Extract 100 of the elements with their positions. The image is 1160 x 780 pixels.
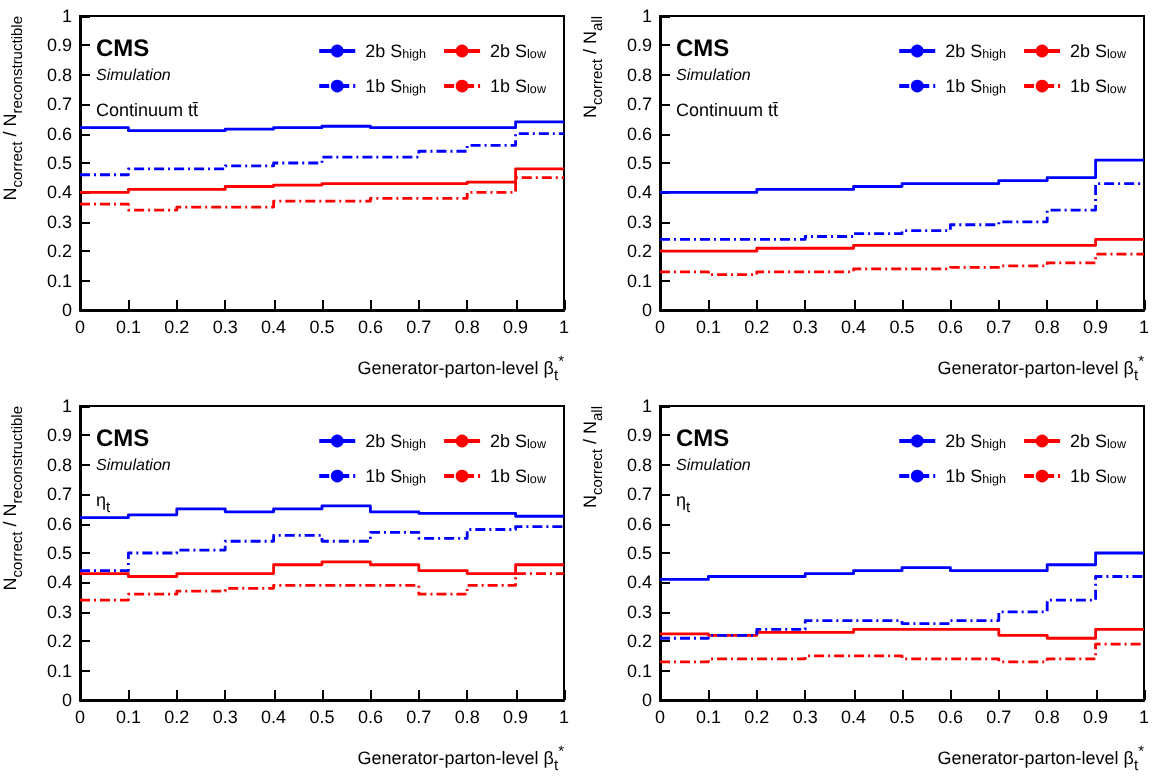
y-tick-label: 0 (641, 300, 652, 320)
x-tick-label: 0.8 (454, 707, 480, 727)
x-tick-label: 0.2 (744, 317, 770, 337)
annotation: Continuum tt̄ (676, 100, 779, 122)
x-tick-label: 1 (1138, 317, 1150, 337)
y-tick-label: 0.9 (46, 35, 72, 56)
y-tick-label: 0.6 (46, 513, 72, 534)
y-tick-label: 0.4 (46, 182, 72, 203)
y-tick-label: 0 (61, 300, 72, 320)
y-tick-label: 0.7 (46, 484, 72, 505)
annotation: CMS (676, 34, 730, 63)
y-tick-label: 0.5 (46, 543, 72, 563)
y-tick-label: 0.3 (626, 211, 652, 232)
y-tick-label: 1 (61, 6, 72, 26)
y-tick-label: 0.8 (626, 454, 652, 475)
x-tick-label: 0.7 (986, 707, 1012, 727)
y-tick-label: 0.9 (626, 425, 652, 446)
y-tick-label: 0.6 (626, 513, 652, 534)
x-tick-label: 0.6 (937, 707, 963, 727)
annotation: Continuum tt̄ (96, 100, 199, 122)
x-tick-label: 0.5 (889, 317, 915, 337)
y-tick-label: 0.3 (626, 601, 652, 622)
x-tick-label: 0.7 (406, 317, 432, 337)
y-tick-label: 0.6 (626, 123, 652, 144)
annotation: CMS (96, 34, 150, 63)
x-tick-label: 1 (558, 707, 570, 727)
x-tick-label: 0 (74, 707, 86, 727)
annotation: Simulation (676, 456, 751, 476)
y-tick-label: 0.7 (626, 94, 652, 115)
x-tick-label: 0.8 (454, 317, 480, 337)
annotation: η$_{t}$ (96, 490, 111, 517)
y-tick-label: 0 (641, 690, 652, 710)
y-tick-label: 0.4 (46, 572, 72, 593)
y-tick-label: 0.1 (46, 660, 72, 681)
y-tick-label: 0.2 (626, 241, 652, 262)
x-tick-label: 0.3 (212, 317, 238, 337)
x-tick-label: 0.2 (164, 707, 190, 727)
y-tick-label: 0.7 (626, 484, 652, 505)
y-tick-label: 0.4 (626, 182, 652, 203)
x-tick-label: 0.7 (406, 707, 432, 727)
y-tick-label: 0.8 (46, 64, 72, 85)
y-tick-label: 1 (641, 396, 652, 416)
x-tick-label: 0.4 (261, 317, 287, 337)
x-tick-label: 0 (654, 707, 666, 727)
x-tick-label: 0.8 (1034, 707, 1060, 727)
annotation: Simulation (676, 66, 751, 86)
x-tick-label: 0.3 (792, 707, 818, 727)
y-tick-label: 0.6 (46, 123, 72, 144)
y-tick-label: 0.5 (626, 153, 652, 173)
x-tick-label: 0.9 (1083, 707, 1109, 727)
y-tick-label: 0.3 (46, 211, 72, 232)
y-tick-label: 0.5 (626, 543, 652, 563)
y-tick-label: 1 (61, 396, 72, 416)
x-tick-label: 0.3 (212, 707, 238, 727)
y-tick-label: 0.1 (626, 270, 652, 291)
x-tick-label: 0 (654, 317, 666, 337)
y-tick-label: 0.9 (626, 35, 652, 56)
x-tick-label: 0.5 (309, 707, 335, 727)
x-tick-label: 0.2 (164, 317, 190, 337)
y-tick-label: 1 (641, 6, 652, 26)
annotation: η$_{t}$ (676, 490, 691, 517)
x-tick-label: 1 (1138, 707, 1150, 727)
annotation: CMS (96, 424, 150, 453)
x-tick-label: 0.6 (357, 317, 383, 337)
annotation: Simulation (96, 456, 171, 476)
y-tick-label: 0.7 (46, 94, 72, 115)
x-tick-label: 0.7 (986, 317, 1012, 337)
annotation: Simulation (96, 66, 171, 86)
x-tick-label: 0.3 (792, 317, 818, 337)
x-tick-label: 0.9 (1083, 317, 1109, 337)
x-tick-label: 0.1 (695, 317, 721, 337)
x-tick-label: 0.6 (357, 707, 383, 727)
x-tick-label: 0 (74, 317, 86, 337)
x-tick-label: 0.6 (937, 317, 963, 337)
y-tick-label: 0.3 (46, 601, 72, 622)
y-tick-label: 0.8 (46, 454, 72, 475)
y-tick-label: 0.2 (46, 631, 72, 652)
y-tick-label: 0.2 (46, 241, 72, 262)
y-tick-label: 0 (61, 690, 72, 710)
x-tick-label: 0.5 (309, 317, 335, 337)
y-tick-label: 0.1 (46, 270, 72, 291)
x-tick-label: 0.9 (503, 707, 529, 727)
y-tick-label: 0.5 (46, 153, 72, 173)
x-tick-label: 0.2 (744, 707, 770, 727)
x-tick-label: 0.1 (115, 707, 141, 727)
y-tick-label: 0.2 (626, 631, 652, 652)
x-tick-label: 0.1 (115, 317, 141, 337)
y-tick-label: 0.1 (626, 660, 652, 681)
x-tick-label: 0.4 (841, 707, 867, 727)
x-tick-label: 0.9 (503, 317, 529, 337)
y-tick-label: 0.4 (626, 572, 652, 593)
x-tick-label: 0.4 (841, 317, 867, 337)
x-tick-label: 1 (558, 317, 570, 337)
y-tick-label: 0.9 (46, 425, 72, 446)
x-tick-label: 0.8 (1034, 317, 1060, 337)
y-tick-label: 0.8 (626, 64, 652, 85)
x-tick-label: 0.4 (261, 707, 287, 727)
annotation: CMS (676, 424, 730, 453)
x-tick-label: 0.1 (695, 707, 721, 727)
x-tick-label: 0.5 (889, 707, 915, 727)
